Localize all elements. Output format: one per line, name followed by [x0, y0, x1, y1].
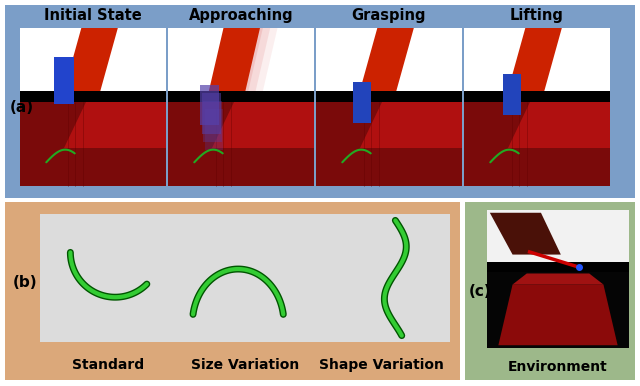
Text: (b): (b)	[13, 274, 38, 290]
Bar	[20, 28, 166, 186]
Polygon shape	[508, 102, 610, 148]
Bar	[168, 28, 314, 186]
Bar	[316, 102, 462, 186]
Polygon shape	[360, 28, 414, 91]
Bar	[316, 28, 462, 186]
Bar	[168, 102, 314, 186]
Bar	[464, 91, 610, 102]
Bar	[20, 102, 166, 186]
Polygon shape	[360, 102, 462, 148]
Polygon shape	[499, 284, 618, 345]
Polygon shape	[227, 28, 278, 91]
Bar	[202, 93, 221, 134]
Polygon shape	[212, 102, 314, 148]
Bar	[316, 28, 462, 91]
Bar	[5, 5, 635, 198]
Polygon shape	[209, 28, 260, 91]
Text: Shape Variation: Shape Variation	[319, 358, 444, 372]
Bar	[40, 214, 450, 342]
Bar	[168, 28, 314, 91]
Text: Size Variation: Size Variation	[191, 358, 299, 372]
Polygon shape	[212, 28, 263, 91]
Polygon shape	[64, 102, 166, 148]
Text: Environment: Environment	[508, 360, 608, 374]
Polygon shape	[64, 28, 118, 91]
Bar	[487, 272, 629, 348]
Bar	[353, 82, 371, 123]
Text: Lifting: Lifting	[510, 8, 564, 23]
Bar	[487, 262, 629, 272]
Bar	[464, 102, 610, 186]
Polygon shape	[219, 28, 270, 91]
Bar	[316, 91, 462, 102]
Bar	[203, 101, 222, 142]
Polygon shape	[490, 213, 561, 255]
Bar	[54, 56, 74, 104]
Bar	[464, 28, 610, 91]
Bar	[20, 28, 166, 91]
Bar	[487, 210, 629, 262]
Bar	[20, 91, 166, 102]
Bar	[205, 109, 223, 150]
Bar	[5, 202, 460, 380]
Bar	[504, 74, 521, 115]
Bar	[168, 91, 314, 102]
Polygon shape	[508, 28, 562, 91]
Text: (c): (c)	[469, 283, 492, 298]
Polygon shape	[513, 273, 604, 284]
Bar	[464, 28, 610, 186]
Bar	[465, 202, 635, 380]
Text: Initial State: Initial State	[44, 8, 142, 23]
Bar	[200, 85, 219, 125]
Bar	[487, 210, 629, 348]
Text: Standard: Standard	[72, 358, 145, 372]
Text: Grasping: Grasping	[352, 8, 426, 23]
Text: Approaching: Approaching	[189, 8, 293, 23]
Text: (a): (a)	[10, 100, 34, 115]
